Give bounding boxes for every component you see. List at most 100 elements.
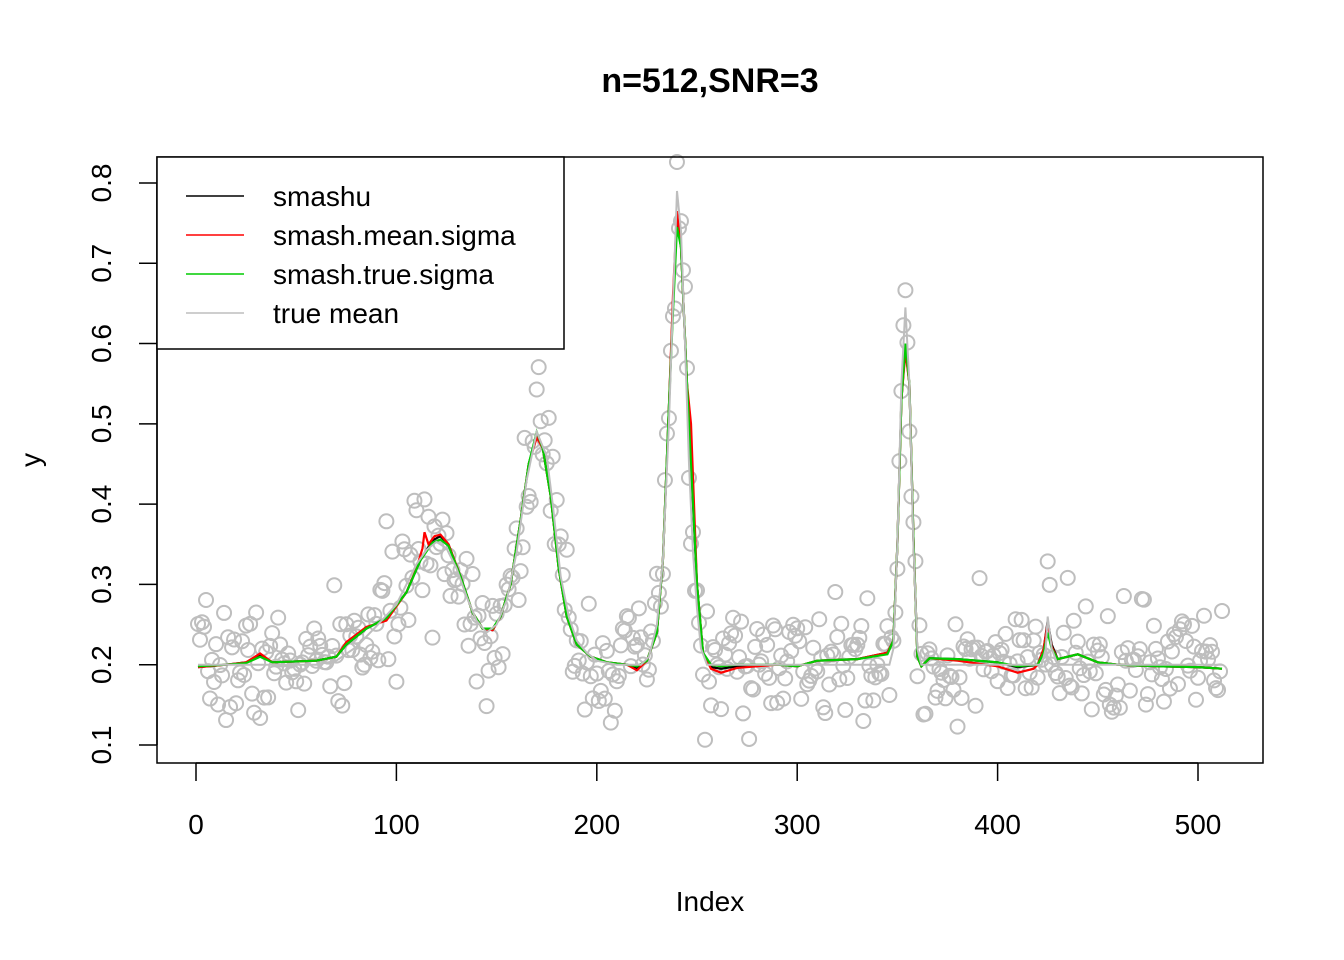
observation-point [997, 625, 1014, 642]
observation-point [480, 662, 497, 679]
observation-point [410, 541, 427, 558]
observation-point [727, 627, 744, 644]
observation-point [510, 592, 527, 609]
observation-point [945, 681, 962, 698]
observation-point [270, 609, 287, 626]
observation-point [254, 640, 271, 657]
observation-point [458, 550, 475, 567]
observation-point [558, 541, 575, 558]
observation-point [939, 647, 956, 664]
observation-point [226, 631, 243, 648]
legend-label-true-mean: true mean [273, 298, 399, 329]
observation-point [761, 669, 778, 686]
observation-point [917, 705, 934, 722]
observation-point [474, 595, 491, 612]
observation-point [1145, 617, 1162, 634]
observation-point [1202, 637, 1219, 654]
observation-point [472, 630, 489, 647]
x-axis-label: Index [676, 886, 745, 917]
observation-point [947, 616, 964, 633]
observation-point [580, 595, 597, 612]
observation-point [348, 628, 365, 645]
observation-point [901, 423, 918, 440]
observation-point [374, 582, 391, 599]
x-tick-label: 100 [373, 809, 420, 840]
observation-point [1177, 633, 1194, 650]
observation-point [1105, 699, 1122, 716]
observation-point [408, 502, 425, 519]
legend-label-smashu: smashu [273, 181, 371, 212]
observation-point [1208, 680, 1225, 697]
observation-point [853, 617, 870, 634]
observation-point [1157, 660, 1174, 677]
observation-point [1196, 607, 1213, 624]
observation-point [676, 278, 693, 295]
observation-point [290, 702, 307, 719]
series-lines [197, 190, 1223, 674]
observation-point [552, 528, 569, 545]
observation-point [296, 675, 313, 692]
observation-point [1069, 633, 1086, 650]
observation-point [849, 636, 866, 653]
observation-point [825, 646, 842, 663]
observation-point [216, 604, 233, 621]
observation-point [1139, 686, 1156, 703]
observation-point [1087, 665, 1104, 682]
observation-point [1167, 629, 1184, 646]
observation-point [791, 633, 808, 650]
observation-point [554, 566, 571, 583]
observation-point [821, 676, 838, 693]
observation-point [362, 649, 379, 666]
observation-point [266, 665, 283, 682]
observation-point [1015, 632, 1032, 649]
observation-point [1029, 669, 1046, 686]
y-tick-label: 0.1 [86, 726, 117, 765]
legend-label-smash-true-sigma: smash.true.sigma [273, 259, 494, 290]
observation-point [324, 637, 341, 654]
observation-point [713, 701, 730, 718]
observation-point [264, 625, 281, 642]
observation-point [823, 643, 840, 660]
observation-point [1173, 613, 1190, 630]
observation-point [606, 702, 623, 719]
observation-point [1155, 693, 1172, 710]
observation-point [881, 687, 898, 704]
observation-point [414, 582, 431, 599]
observation-point [1013, 611, 1030, 628]
observation-point [733, 613, 750, 630]
observation-point [851, 629, 868, 646]
observation-point [701, 673, 718, 690]
observation-point [817, 705, 834, 722]
observation-point [927, 689, 944, 706]
observation-point [793, 690, 810, 707]
observation-point [897, 282, 914, 299]
observation-point [859, 590, 876, 607]
observation-point [1175, 616, 1192, 633]
y-tick-label: 0.5 [86, 404, 117, 443]
x-tick-label: 200 [573, 809, 620, 840]
observation-point [218, 712, 235, 729]
observation-point [797, 619, 814, 636]
observation-point [576, 701, 593, 718]
observation-point [366, 607, 383, 624]
observation-point [310, 630, 327, 647]
observation-point [532, 413, 549, 430]
y-tick-label: 0.4 [86, 485, 117, 524]
observation-point [326, 577, 343, 594]
observation-point [312, 637, 329, 654]
observation-point [747, 638, 764, 655]
observation-point [594, 635, 611, 652]
observation-point [1137, 696, 1154, 713]
y-axis-label: y [15, 453, 46, 467]
observation-point [192, 631, 209, 648]
observation-point [544, 448, 561, 465]
observation-point [1005, 667, 1022, 684]
observation-point [1187, 691, 1204, 708]
observation-point [697, 731, 714, 748]
observation-point [1027, 618, 1044, 635]
observation-point [857, 692, 874, 709]
y-axis: 0.1 0.2 0.3 0.4 0.5 0.6 0.7 0.8 [86, 164, 158, 765]
observation-point [1067, 644, 1084, 661]
observation-point [1141, 654, 1158, 671]
observation-point [486, 649, 503, 666]
